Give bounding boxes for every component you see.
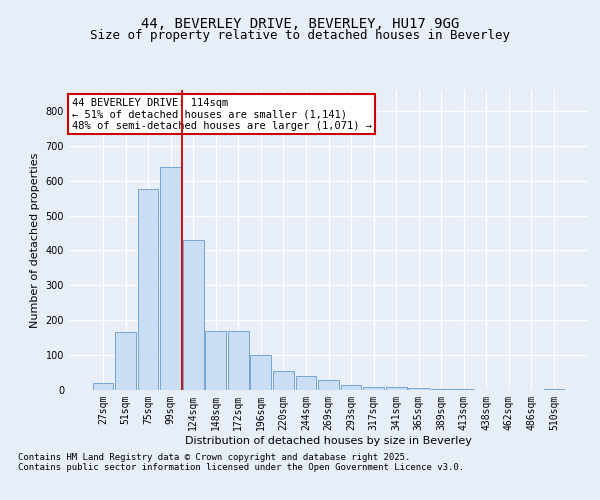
Bar	[205, 330, 226, 390]
X-axis label: Distribution of detached houses by size in Beverley: Distribution of detached houses by size …	[185, 436, 472, 446]
Bar	[431, 389, 452, 390]
Bar	[92, 383, 113, 390]
Bar	[318, 380, 339, 390]
Bar	[363, 386, 384, 390]
Bar	[250, 355, 271, 390]
Bar	[228, 330, 248, 390]
Bar	[137, 190, 158, 390]
Bar	[160, 166, 181, 390]
Bar	[273, 371, 294, 390]
Bar	[386, 387, 407, 390]
Bar	[296, 376, 316, 390]
Text: Contains HM Land Registry data © Crown copyright and database right 2025.: Contains HM Land Registry data © Crown c…	[18, 452, 410, 462]
Bar	[183, 240, 203, 390]
Text: Size of property relative to detached houses in Beverley: Size of property relative to detached ho…	[90, 29, 510, 42]
Text: 44 BEVERLEY DRIVE: 114sqm
← 51% of detached houses are smaller (1,141)
48% of se: 44 BEVERLEY DRIVE: 114sqm ← 51% of detac…	[71, 98, 371, 130]
Y-axis label: Number of detached properties: Number of detached properties	[30, 152, 40, 328]
Text: 44, BEVERLEY DRIVE, BEVERLEY, HU17 9GG: 44, BEVERLEY DRIVE, BEVERLEY, HU17 9GG	[141, 18, 459, 32]
Bar	[115, 332, 136, 390]
Text: Contains public sector information licensed under the Open Government Licence v3: Contains public sector information licen…	[18, 464, 464, 472]
Bar	[341, 385, 361, 390]
Bar	[544, 388, 565, 390]
Bar	[409, 388, 429, 390]
